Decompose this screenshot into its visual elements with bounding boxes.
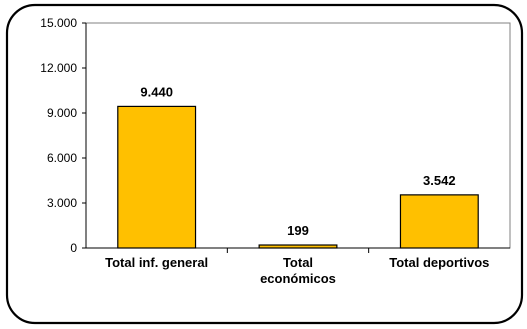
y-tick-label: 12.000 bbox=[40, 61, 77, 75]
y-tick-label: 0 bbox=[70, 241, 77, 255]
bar bbox=[399, 194, 479, 249]
data-label: 3.542 bbox=[423, 173, 456, 188]
chart-frame: 0 3.000 6.000 9.000 12.000 15.000 9.440 Total i… bbox=[5, 3, 524, 325]
y-tick-label: 3.000 bbox=[47, 196, 77, 210]
data-label: 199 bbox=[287, 223, 309, 238]
x-tick-label: Total inf. general bbox=[105, 255, 208, 270]
y-tick-label: 15.000 bbox=[40, 16, 77, 30]
bar bbox=[258, 244, 338, 249]
y-tick-label: 9.000 bbox=[47, 106, 77, 120]
bar bbox=[117, 105, 197, 249]
data-label: 9.440 bbox=[140, 84, 173, 99]
plot-area: 0 3.000 6.000 9.000 12.000 15.000 9.440 Total i… bbox=[40, 16, 511, 286]
x-tick-label: Total deportivos bbox=[389, 255, 489, 270]
x-tick-label: Total bbox=[283, 255, 313, 270]
y-tick-label: 6.000 bbox=[47, 151, 77, 165]
x-tick-label: económicos bbox=[260, 271, 336, 286]
